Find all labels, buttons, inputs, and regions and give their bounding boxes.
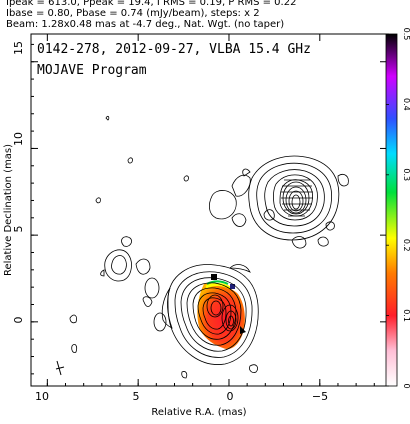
colorbar-tick-label: 0.1	[402, 309, 410, 322]
plot-frame	[30, 33, 388, 387]
y-tick-label-5: 5	[12, 226, 25, 233]
colorbar-tick-label: 0.3	[402, 168, 410, 181]
chart-title: 0142-278, 2012-09-27, VLBA 15.4 GHz	[37, 42, 311, 57]
core-peak-marker	[211, 274, 217, 280]
diffuse-contours	[69, 115, 349, 379]
x-tick-label-0: 0	[227, 390, 234, 403]
y-axis-label: Relative Declination (mas)	[3, 144, 14, 276]
y-tick-label-0: 0	[12, 317, 25, 324]
colorbar-tick-label: 0.5	[402, 28, 410, 41]
x-tick-label-5: 5	[133, 390, 140, 403]
y-axis	[31, 43, 387, 375]
header-line-2: Ibase = 0.80, Pbase = 0.74 (mJy/beam), s…	[6, 8, 260, 19]
x-tick-label-10: 10	[35, 390, 49, 403]
core-edge-yellow	[205, 283, 231, 290]
y-tick-label-10: 10	[12, 132, 25, 146]
chart-subtitle: MOJAVE Program	[37, 63, 147, 78]
core-contours	[144, 264, 259, 365]
x-axis	[46, 34, 375, 386]
beam-cross	[55, 360, 65, 376]
colorbar	[385, 33, 398, 387]
core-secondary-marker	[230, 284, 235, 289]
colorbar-tick-label: 0.2	[402, 239, 410, 252]
x-tick-label-neg5: −5	[312, 390, 328, 403]
colorbar-tick-label: 0	[402, 383, 410, 388]
colorbar-tick-label: 0.4	[402, 98, 410, 111]
y-tick-label-15: 15	[12, 41, 25, 55]
jet-knot-hatching	[281, 179, 313, 217]
x-axis-label: Relative R.A. (mas)	[151, 407, 246, 418]
header-line-1: Ipeak = 613.0, Ppeak = 19.4, I RMS = 0.1…	[6, 0, 297, 8]
colorbar-ticks: 0 0.1 0.2 0.3 0.4 0.5	[386, 28, 410, 389]
header-line-3: Beam: 1.28x0.48 mas at -4.7 deg., Nat. W…	[6, 19, 285, 30]
